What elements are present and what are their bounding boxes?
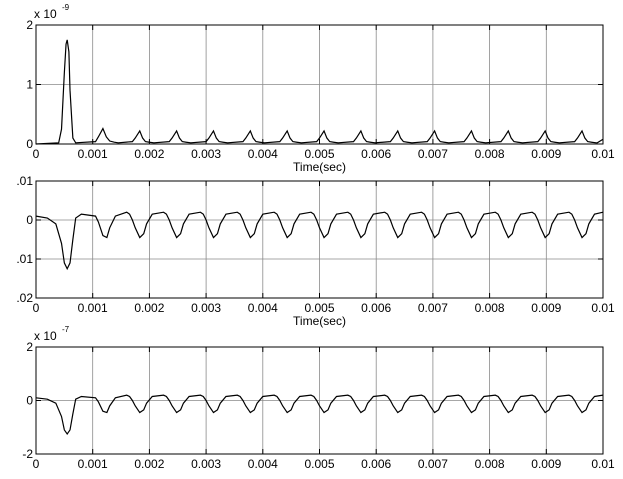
x-tick-label: 0.004 <box>248 457 278 471</box>
x-tick-label: 0.003 <box>191 301 221 315</box>
x-tick-label: 0.006 <box>361 147 391 161</box>
y-tick-label: .02 <box>16 291 33 305</box>
x-tick-label: 0.005 <box>304 147 334 161</box>
x-tick-label: 0.004 <box>248 301 278 315</box>
x-tick-label: 0.004 <box>248 147 278 161</box>
x-tick-label: 0.009 <box>531 147 561 161</box>
y-tick-label: .01 <box>16 252 33 266</box>
y-tick-label: 2 <box>26 18 33 32</box>
x-tick-label: 0.01 <box>591 301 615 315</box>
exponent-label: x 10 <box>34 329 57 343</box>
x-tick-label: 0.009 <box>531 301 561 315</box>
x-tick-label: 0.005 <box>304 301 334 315</box>
x-tick-label: 0.007 <box>418 147 448 161</box>
chart-panel-2: 0 0.001 0.002 0.003 0.004 0.005 0.006 0.007 0.00… <box>16 174 615 328</box>
x-tick-label: 0 <box>33 301 40 315</box>
x-tick-label: 0.002 <box>134 147 164 161</box>
exponent-label: x 10 <box>34 7 57 21</box>
x-axis-label: Time(sec) <box>293 314 346 328</box>
y-tick-label: -2 <box>22 447 33 461</box>
chart-panel-3: 0 0.001 0.002 0.003 0.004 0.005 0.006 0.007 0.00… <box>22 325 615 471</box>
x-tick-label: 0.002 <box>134 457 164 471</box>
x-tick-label: 0.003 <box>191 147 221 161</box>
x-axis-label: Time(sec) <box>293 160 346 174</box>
x-tick-label: 0.008 <box>475 301 505 315</box>
chart-panel-1: 0 0.001 0.002 0.003 0.004 0.005 0.006 0.007 0.00… <box>26 3 615 174</box>
x-tick-label: 0.008 <box>475 147 505 161</box>
x-tick-label: 0.01 <box>591 147 615 161</box>
x-tick-label: 0.006 <box>361 457 391 471</box>
x-tick-label: 0.002 <box>134 301 164 315</box>
exponent-power: -9 <box>62 3 70 12</box>
x-tick-label: 0.001 <box>78 457 108 471</box>
x-tick-label: 0.01 <box>591 457 615 471</box>
exponent-power: -7 <box>62 325 70 334</box>
x-tick-label: 0.005 <box>304 457 334 471</box>
x-tick-label: 0.003 <box>191 457 221 471</box>
x-tick-label: 0 <box>33 457 40 471</box>
y-tick-label: 0 <box>26 213 33 227</box>
y-tick-label: 0 <box>26 394 33 408</box>
y-tick-label: 0 <box>26 137 33 151</box>
y-tick-label: 2 <box>26 340 33 354</box>
x-tick-label: 0.006 <box>361 301 391 315</box>
x-tick-label: 0.007 <box>418 457 448 471</box>
x-tick-label: 0.008 <box>475 457 505 471</box>
x-tick-label: 0.001 <box>78 147 108 161</box>
x-tick-label: 0.009 <box>531 457 561 471</box>
x-tick-label: 0.001 <box>78 301 108 315</box>
x-tick-label: 0.007 <box>418 301 448 315</box>
x-tick-label: 0 <box>33 147 40 161</box>
y-tick-label: 1 <box>26 78 33 92</box>
y-tick-label: .01 <box>16 174 33 188</box>
